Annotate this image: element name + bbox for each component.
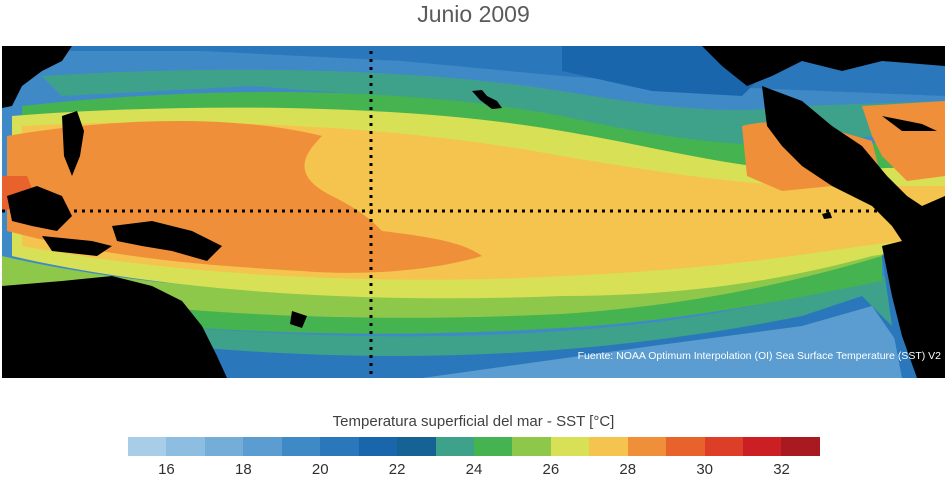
colorbar-tick-label: 16 bbox=[158, 461, 175, 478]
colorbar-swatch bbox=[281, 437, 321, 456]
colorbar-swatch bbox=[166, 437, 205, 456]
land-galapagos bbox=[822, 212, 832, 219]
colorbar-swatch bbox=[358, 437, 398, 456]
colorbar-tick-label: 32 bbox=[773, 461, 790, 478]
land-cuba bbox=[882, 116, 937, 131]
colorbar-swatch bbox=[743, 437, 782, 456]
sst-band-south-green bbox=[2, 251, 882, 334]
colorbar-swatch bbox=[243, 437, 282, 456]
colorbar-swatch bbox=[320, 437, 359, 456]
source-note: Fuente: NOAA Optimum Interpolation (OI) … bbox=[577, 350, 941, 362]
land-new-zealand-hint bbox=[290, 311, 307, 328]
colorbar-swatch bbox=[589, 437, 628, 456]
land-philippines bbox=[62, 111, 84, 176]
sst-map bbox=[2, 46, 945, 378]
colorbar-tick-label: 18 bbox=[234, 461, 252, 478]
colorbar-swatch bbox=[473, 437, 513, 456]
colorbar-swatch bbox=[781, 437, 820, 456]
colorbar-tick-label: 28 bbox=[619, 461, 637, 478]
sst-band-lime bbox=[2, 236, 882, 318]
land-australia bbox=[2, 276, 227, 378]
colorbar-swatch bbox=[512, 437, 551, 456]
colorbar-label: Temperatura superficial del mar - SST [°… bbox=[332, 413, 615, 430]
colorbar-swatch bbox=[397, 437, 436, 456]
colorbar-ticks: 16 18 20 22 24 26 28 30 32 bbox=[0, 462, 947, 480]
colorbar-tick-label: 24 bbox=[465, 461, 483, 478]
sst-band-alaska-blue bbox=[562, 46, 762, 96]
land-north-america bbox=[702, 46, 945, 86]
land-asia bbox=[2, 46, 72, 108]
colorbar-tick-label: 30 bbox=[696, 461, 713, 478]
land-indonesia bbox=[42, 236, 112, 256]
land-gulf-water bbox=[862, 101, 945, 181]
land-south-america bbox=[882, 236, 945, 378]
colorbar-tick-label: 26 bbox=[542, 461, 560, 478]
colorbar-tick-label: 22 bbox=[388, 461, 406, 478]
colorbar-swatch bbox=[627, 437, 667, 456]
colorbar-swatch bbox=[128, 437, 167, 456]
land-mexico-central-america bbox=[762, 86, 945, 266]
map-title: Junio 2009 bbox=[417, 1, 530, 27]
colorbar-swatch bbox=[666, 437, 705, 456]
colorbar bbox=[128, 437, 820, 456]
land-borneo-sulawesi bbox=[7, 186, 72, 231]
colorbar-swatch bbox=[204, 437, 244, 456]
colorbar-tick-label: 20 bbox=[311, 461, 329, 478]
colorbar-swatch bbox=[435, 437, 474, 456]
colorbar-swatch bbox=[704, 437, 743, 456]
sst-map-canvas bbox=[2, 46, 945, 378]
land-hawaii bbox=[472, 90, 502, 109]
sst-band-south-cool bbox=[422, 306, 922, 378]
colorbar-swatch bbox=[550, 437, 590, 456]
land-new-guinea bbox=[112, 221, 222, 261]
